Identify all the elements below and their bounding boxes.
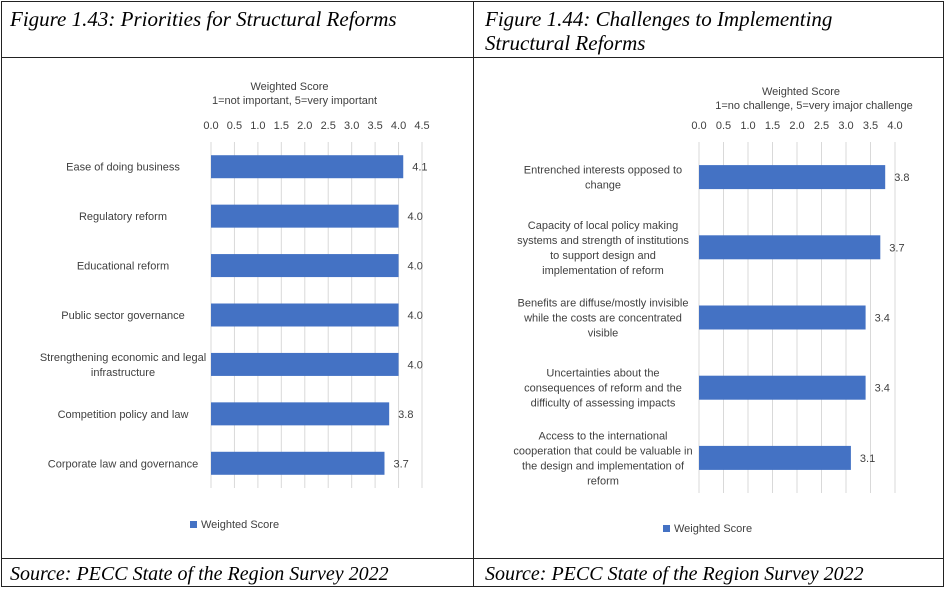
priorities-category-label: Strengthening economic and legal	[40, 352, 206, 364]
challenges-bar	[699, 445, 851, 470]
challenges-tick-label: 4.0	[887, 120, 902, 132]
challenges-tick-label: 1.5	[765, 120, 780, 132]
challenges-bar	[699, 305, 866, 330]
priorities-tick-label: 4.0	[391, 120, 406, 132]
priorities-category-label: Corporate law and governance	[48, 458, 198, 470]
challenges-category-label: cooperation that could be valuable in	[513, 445, 692, 457]
priorities-category-label: infrastructure	[91, 367, 155, 379]
challenges-legend-label: Weighted Score	[674, 523, 752, 535]
priorities-data-label: 4.1	[412, 162, 427, 174]
priorities-bar	[211, 402, 390, 426]
challenges-category-label: while the costs are concentrated	[523, 313, 682, 325]
priorities-category-label: Educational reform	[77, 261, 169, 273]
challenges-tick-label: 3.5	[863, 120, 878, 132]
figure-1-44-source: Source: PECC State of the Region Survey …	[485, 563, 864, 585]
challenges-tick-label: 2.0	[789, 120, 804, 132]
title-row-divider	[1, 57, 944, 58]
challenges-bar	[699, 165, 886, 190]
priorities-tick-label: 0.0	[203, 120, 218, 132]
priorities-category-label: Competition policy and law	[58, 409, 189, 421]
challenges-tick-label: 1.0	[740, 120, 755, 132]
priorities-category-label: Ease of doing business	[66, 162, 180, 174]
challenges-category-label: implementation of reform	[542, 265, 664, 277]
challenges-category-label: Entrenched interests opposed to	[524, 165, 682, 177]
priorities-axis-subtitle: 1=not important, 5=very important	[212, 95, 377, 107]
priorities-bar	[211, 254, 399, 278]
challenges-tick-label: 2.5	[814, 120, 829, 132]
challenges-tick-label: 0.5	[716, 120, 731, 132]
priorities-data-label: 4.0	[408, 359, 423, 371]
challenges-category-label: difficulty of assessing impacts	[531, 398, 676, 410]
challenges-data-label: 3.4	[875, 313, 890, 325]
challenges-data-label: 3.4	[875, 383, 890, 395]
challenges-category-label: the design and implementation of	[522, 460, 685, 472]
challenges-axis-subtitle: 1=no challenge, 5=very imajor challenge	[715, 100, 913, 112]
figure-1-44-title-line-1: Figure 1.44: Challenges to Implementing	[485, 7, 833, 31]
challenges-axis-title: Weighted Score	[762, 86, 840, 98]
challenges-category-label: Access to the international	[538, 430, 667, 442]
priorities-bar	[211, 451, 385, 475]
priorities-data-label: 4.0	[408, 310, 423, 322]
challenges-category-label: Uncertainties about the	[546, 368, 659, 380]
chart-challenges: Weighted Score 1=no challenge, 5=very ima…	[513, 86, 913, 535]
challenges-category-label: reform	[587, 475, 619, 487]
priorities-tick-label: 2.5	[321, 120, 336, 132]
priorities-tick-label: 1.5	[274, 120, 289, 132]
challenges-category-label: Capacity of local policy making	[528, 220, 678, 232]
source-row-divider	[1, 558, 944, 559]
column-divider	[473, 1, 474, 587]
priorities-tick-label: 1.0	[250, 120, 265, 132]
figure-1-44-title: Figure 1.44: Challenges to Implementing …	[485, 7, 832, 55]
priorities-data-label: 3.7	[393, 458, 408, 470]
priorities-data-label: 3.8	[398, 409, 413, 421]
challenges-legend-swatch	[663, 525, 670, 532]
priorities-bar	[211, 352, 399, 376]
priorities-bar	[211, 204, 399, 228]
priorities-bar	[211, 303, 399, 327]
priorities-axis-title: Weighted Score	[250, 81, 328, 93]
figure-1-43-title: Figure 1.43: Priorities for Structural R…	[10, 7, 397, 31]
priorities-category-label: Regulatory reform	[79, 211, 167, 223]
challenges-category-label: Benefits are diffuse/mostly invisible	[518, 298, 689, 310]
priorities-tick-label: 4.5	[414, 120, 429, 132]
challenges-tick-label: 0.0	[691, 120, 706, 132]
figure-1-44-title-line-2: Structural Reforms	[485, 31, 646, 55]
challenges-data-label: 3.7	[889, 242, 904, 254]
priorities-tick-label: 2.0	[297, 120, 312, 132]
priorities-tick-label: 0.5	[227, 120, 242, 132]
challenges-tick-label: 3.0	[838, 120, 853, 132]
priorities-category-label: Public sector governance	[61, 310, 185, 322]
chart-priorities: Weighted Score 1=not important, 5=very im…	[40, 81, 430, 531]
priorities-data-label: 4.0	[408, 261, 423, 273]
challenges-category-label: consequences of reform and the	[524, 383, 682, 395]
challenges-bar	[699, 375, 866, 400]
priorities-tick-label: 3.5	[367, 120, 382, 132]
challenges-category-label: visible	[588, 328, 619, 340]
challenges-data-label: 3.1	[860, 453, 875, 465]
priorities-bar	[211, 155, 404, 179]
priorities-legend-label: Weighted Score	[201, 519, 279, 531]
priorities-legend-swatch	[190, 521, 197, 528]
challenges-data-label: 3.8	[894, 172, 909, 184]
figure-1-43-source: Source: PECC State of the Region Survey …	[10, 563, 389, 585]
challenges-category-label: change	[585, 180, 621, 192]
priorities-tick-label: 3.0	[344, 120, 359, 132]
challenges-category-label: systems and strength of institutions	[517, 235, 689, 247]
priorities-data-label: 4.0	[408, 211, 423, 223]
challenges-bar	[699, 235, 881, 260]
challenges-category-label: to support design and	[550, 250, 656, 262]
